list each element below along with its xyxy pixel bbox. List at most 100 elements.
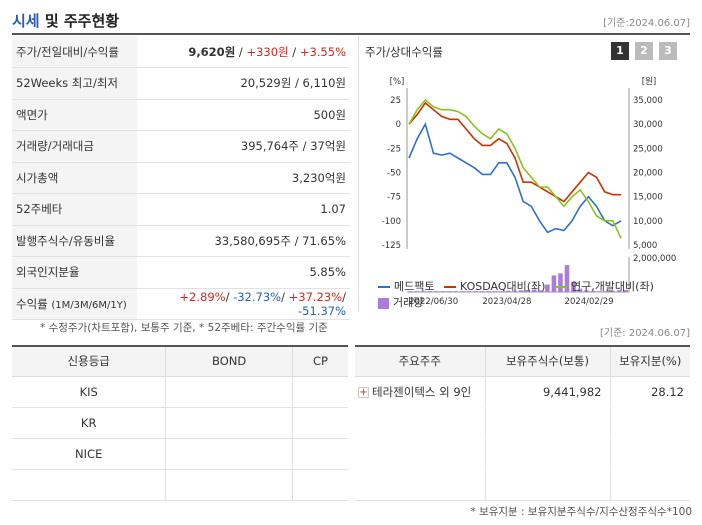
volume-bar (584, 290, 589, 292)
row-label: 주가/전일대비/수익률 (12, 36, 137, 68)
basis-date: [기준:2024.06.07] (603, 18, 690, 29)
volume-bar (414, 291, 420, 292)
returns-values: +2.89%/ -32.73%/ +37.23%/ -51.37% (137, 288, 350, 320)
right-tick-label: 15,000 (633, 193, 663, 203)
volume-tick-label: 2,000,000 (633, 254, 676, 264)
legend-swatch (443, 286, 456, 288)
row-label: 외국인지분율 (12, 256, 137, 289)
section-title: 시세 및 주주현황 (12, 12, 120, 30)
volume-bar (492, 291, 498, 292)
footnote-basis: [기준: 2024.06.07] (599, 328, 690, 339)
row-label: 발행주식수/유동비율 (12, 225, 137, 257)
right-tick-label: 10,000 (633, 217, 663, 227)
volume-bar (473, 291, 478, 292)
right-tick-label: 35,000 (633, 96, 663, 106)
volume-bar (577, 288, 583, 292)
table-row: + 테라젠이텍스 외 9인 9,441,982 28.12 (355, 376, 690, 408)
series-line (408, 98, 622, 239)
right-tick-label: 25,000 (633, 144, 663, 154)
chart-page-1-button[interactable]: 1 (611, 42, 629, 60)
holder-pct: 28.12 (609, 376, 690, 408)
change: +330원 (246, 44, 289, 59)
series-line (408, 122, 622, 234)
chart-legend: 메드팩토 KOSDAQ대비(좌) 연구,개발대비(좌) 거래량 (378, 278, 698, 312)
left-tick-label: 0 (396, 120, 401, 130)
table-row (355, 407, 690, 439)
volume-bar (519, 290, 524, 292)
price-values: 9,620원 / +330원 / +3.55% (137, 36, 350, 68)
holder-name: + 테라젠이텍스 외 9인 (355, 376, 485, 408)
row-label: 52주베타 (12, 193, 137, 226)
legend-item: 메드팩토 (378, 279, 434, 295)
volume-bar (532, 289, 537, 292)
volume-bar (597, 291, 602, 292)
row-value: 500원 (137, 99, 350, 131)
table-row: KIS (12, 376, 348, 408)
row-label: 액면가 (12, 99, 137, 131)
volume-bar (545, 284, 550, 292)
x-tick-label: 2022/06/30 (409, 297, 458, 307)
x-tick-label: 2023/04/28 (482, 297, 531, 307)
left-unit-label: [%] (390, 77, 405, 87)
volume-bar (558, 273, 563, 292)
table-row (355, 469, 690, 501)
table-row: NICE (12, 438, 348, 470)
row-value: 5.85% (137, 256, 350, 289)
chart-page-2-button[interactable]: 2 (635, 42, 653, 60)
volume-bar (479, 291, 485, 292)
volume-bar (512, 290, 517, 292)
table-row (355, 438, 690, 470)
volume-bar (447, 291, 452, 292)
table-row: 거래량/거래대금 395,764주 / 37억원 (12, 130, 350, 163)
legend-swatch (378, 286, 390, 288)
left-tick-label: -125 (382, 241, 401, 251)
legend-swatch (378, 297, 389, 309)
expand-plus-icon[interactable]: + (358, 386, 369, 398)
right-unit-label: [원] (642, 77, 656, 87)
chart-panel: 주가/상대수익률 1 2 3 [%] [원] 25 0 -25 -50 -75 -100 -12… (358, 36, 690, 312)
table-header: 주요주주 보유주식수(보통) 보유지분(%) (355, 346, 690, 377)
table-row: 발행주식수/유동비율 33,580,695주 / 71.65% (12, 225, 350, 257)
left-tick-label: 25 (390, 96, 401, 106)
volume-bar (486, 291, 491, 292)
table-row: 52주베타 1.07 (12, 193, 350, 226)
quote-table: 주가/전일대비/수익률 9,620원 / +330원 / +3.55% 52We… (12, 36, 350, 320)
volume-bar (408, 291, 413, 292)
left-tick-label: -100 (382, 217, 401, 227)
right-tick-label: 5,000 (633, 241, 657, 251)
right-tick-label: 20,000 (633, 169, 663, 179)
price: 9,620원 (188, 44, 236, 59)
holder-shares: 9,441,982 (484, 376, 610, 408)
row-value: 33,580,695주 / 71.65% (137, 225, 350, 257)
table-row: 수익률 (1M/3M/6M/1Y) +2.89%/ -32.73%/ +37.2… (12, 288, 350, 320)
table-row (12, 469, 348, 501)
series-line (408, 101, 621, 203)
volume-bar (499, 291, 504, 292)
left-tick-label: -50 (387, 169, 401, 179)
legend-swatch (554, 286, 567, 288)
legend-item: KOSDAQ대비(좌) (443, 279, 545, 295)
volume-bar (603, 291, 609, 292)
header-divider (12, 33, 690, 35)
volume-bar (421, 291, 426, 292)
footnote-left: * 수정주가(차트포함), 보통주 기준, * 52주베타: 주간수익률 기준 (40, 322, 328, 334)
legend-item: 연구,개발대비(좌) (554, 279, 654, 295)
row-value: 3,230억원 (137, 162, 350, 194)
chart-page-3-button[interactable]: 3 (659, 42, 677, 60)
volume-bar (610, 291, 615, 292)
volume-bar (525, 289, 531, 292)
volume-bar (551, 275, 557, 292)
volume-bar (440, 291, 446, 292)
volume-bar (453, 291, 459, 292)
table-header: 신용등급 BOND CP (12, 346, 348, 377)
returns-label: 수익률 (1M/3M/6M/1Y) (12, 288, 137, 320)
volume-bar (616, 290, 622, 292)
left-tick-label: -75 (387, 193, 401, 203)
table-row: 외국인지분율 5.85% (12, 256, 350, 289)
volume-bar (505, 290, 511, 292)
volume-bar (564, 265, 570, 292)
x-tick-label: 2024/02/29 (565, 297, 614, 307)
legend-item: 거래량 (378, 295, 423, 311)
table-row: 액면가 500원 (12, 99, 350, 131)
row-label: 52Weeks 최고/최저 (12, 67, 137, 100)
